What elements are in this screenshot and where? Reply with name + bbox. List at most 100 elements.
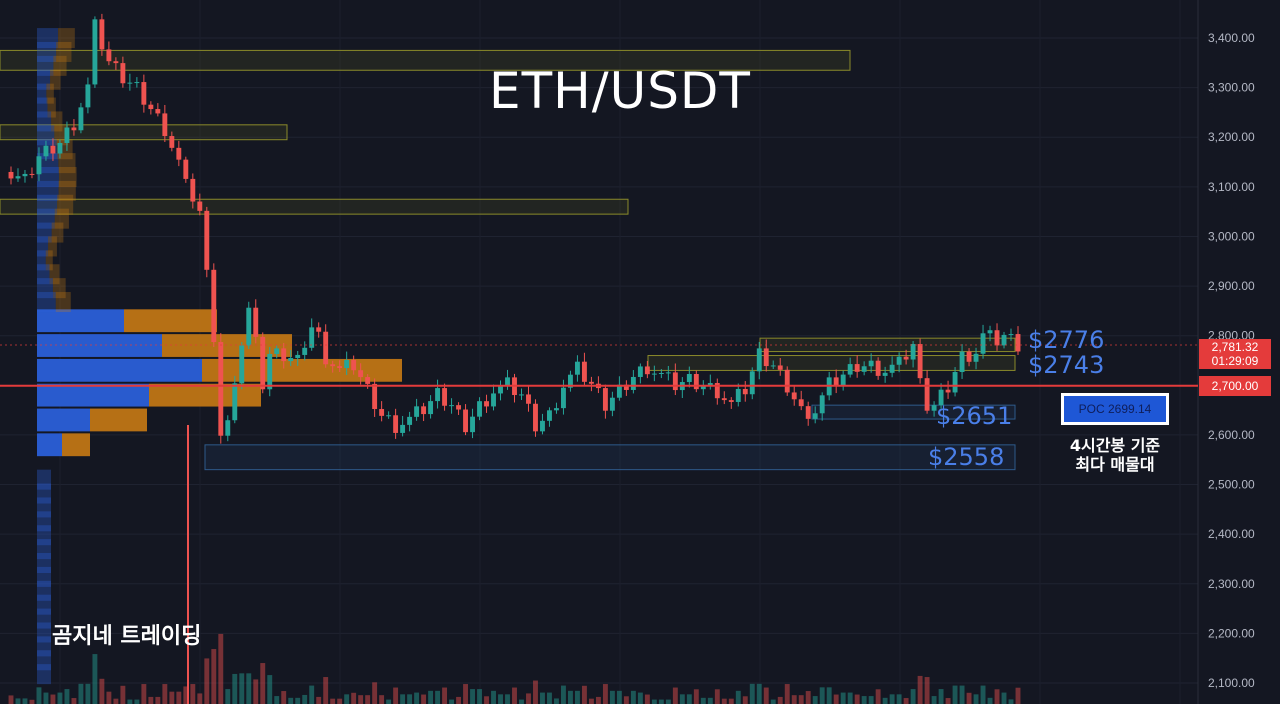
vp-bar-faint bbox=[37, 636, 51, 657]
candle-body bbox=[987, 330, 993, 334]
candle-body bbox=[519, 394, 524, 396]
volume-bar bbox=[50, 694, 56, 704]
candle-body bbox=[218, 342, 224, 436]
support-zone bbox=[204, 444, 1016, 471]
vp-bar-faint bbox=[37, 497, 51, 518]
candle-body bbox=[358, 370, 364, 378]
candle-body bbox=[721, 398, 727, 401]
volume-bar bbox=[700, 697, 706, 704]
volume-bar bbox=[190, 684, 196, 704]
volume-bar bbox=[805, 691, 811, 704]
volume-bar bbox=[868, 696, 874, 704]
volume-bar bbox=[714, 689, 720, 704]
volume-bar bbox=[134, 699, 140, 704]
candle-body bbox=[197, 201, 203, 211]
y-tick-label: 2,400.00 bbox=[1208, 527, 1255, 541]
vp-bar-orange bbox=[124, 309, 217, 333]
volume-bar bbox=[428, 690, 434, 704]
volume-bar bbox=[672, 687, 678, 704]
volume-bar bbox=[295, 697, 301, 704]
poc-note-line1: 4시간봉 기준 bbox=[1069, 436, 1161, 455]
volume-bar bbox=[826, 687, 832, 704]
candle-body bbox=[840, 374, 846, 386]
chart-title: ETH/USDT bbox=[489, 62, 751, 120]
poc-label-box: POC 2699.14 bbox=[1061, 393, 1169, 425]
candle-body bbox=[742, 388, 748, 395]
volume-bar bbox=[351, 692, 357, 704]
volume-bar bbox=[623, 696, 629, 704]
vp-bar-faint bbox=[37, 469, 51, 490]
candle-body bbox=[295, 354, 301, 359]
candle-body bbox=[658, 373, 664, 375]
volume-bar bbox=[274, 696, 280, 704]
vp-bar-faint bbox=[58, 28, 75, 49]
current-price-value: 2,781.32 bbox=[1211, 340, 1259, 354]
volume-bar bbox=[588, 698, 594, 704]
volume-bar bbox=[882, 697, 888, 704]
volume-bar bbox=[141, 684, 147, 704]
y-tick-label: 2,900.00 bbox=[1208, 279, 1255, 293]
candle-body bbox=[805, 406, 811, 419]
candle-body bbox=[777, 365, 783, 370]
volume-bar bbox=[973, 694, 979, 704]
candle-body bbox=[980, 333, 986, 354]
volume-bar bbox=[43, 692, 49, 704]
y-tick-label: 3,200.00 bbox=[1208, 130, 1255, 144]
candle-body bbox=[99, 19, 105, 50]
candle-body bbox=[1001, 334, 1007, 346]
candle-body bbox=[155, 109, 161, 114]
volume-bar bbox=[959, 685, 965, 704]
vp-bar-faint bbox=[58, 180, 76, 201]
volume-bar bbox=[770, 699, 776, 704]
vp-bar-faint bbox=[49, 264, 60, 285]
vp-bar-faint bbox=[46, 83, 54, 104]
vp-bar-faint bbox=[37, 622, 51, 643]
volume-bar bbox=[477, 689, 482, 704]
candle-body bbox=[540, 420, 545, 432]
candle-body bbox=[15, 176, 21, 179]
vp-bar-faint bbox=[52, 278, 66, 299]
candle-body bbox=[449, 405, 455, 407]
volume-bar bbox=[519, 699, 524, 704]
y-tick-label: 2,300.00 bbox=[1208, 577, 1255, 591]
candle-body bbox=[735, 388, 741, 402]
vp-bar-orange bbox=[90, 408, 147, 432]
candle-body bbox=[917, 344, 923, 379]
vp-bar-orange bbox=[62, 433, 90, 457]
vp-bar-faint bbox=[37, 594, 51, 615]
volume-bar bbox=[281, 691, 287, 704]
level-label-2558: $2558 bbox=[928, 443, 1005, 471]
candle-body bbox=[106, 49, 112, 62]
volume-bar bbox=[721, 698, 727, 704]
resistance-zone bbox=[647, 355, 1016, 371]
volume-bar bbox=[113, 698, 119, 704]
volume-bar bbox=[903, 698, 909, 704]
candle-body bbox=[470, 416, 475, 433]
candle-body bbox=[43, 145, 49, 157]
candle-body bbox=[134, 82, 140, 84]
candle-body bbox=[756, 348, 762, 372]
candle-body bbox=[672, 372, 678, 391]
vp-bar-faint bbox=[55, 292, 71, 313]
volume-bar bbox=[288, 697, 294, 704]
candle-body bbox=[337, 366, 343, 369]
candle-body bbox=[770, 365, 776, 367]
vp-bar-faint bbox=[37, 28, 59, 49]
vp-bar-orange bbox=[162, 334, 292, 357]
vp-bar-faint bbox=[45, 250, 53, 271]
volume-bar bbox=[651, 699, 657, 704]
candle-body bbox=[728, 400, 734, 402]
candle-body bbox=[491, 393, 496, 407]
candle-body bbox=[630, 376, 636, 390]
candle-body bbox=[386, 415, 392, 417]
volume-bar bbox=[253, 679, 259, 704]
volume-bar bbox=[742, 696, 748, 704]
volume-bar bbox=[1015, 687, 1021, 704]
volume-bar bbox=[162, 684, 168, 704]
volume-bar bbox=[407, 694, 413, 704]
volume-bar bbox=[120, 685, 126, 704]
volume-bar bbox=[609, 690, 615, 704]
volume-bar bbox=[491, 690, 496, 704]
poc-label: POC 2699.14 bbox=[1078, 402, 1152, 416]
candle-body bbox=[442, 388, 448, 406]
